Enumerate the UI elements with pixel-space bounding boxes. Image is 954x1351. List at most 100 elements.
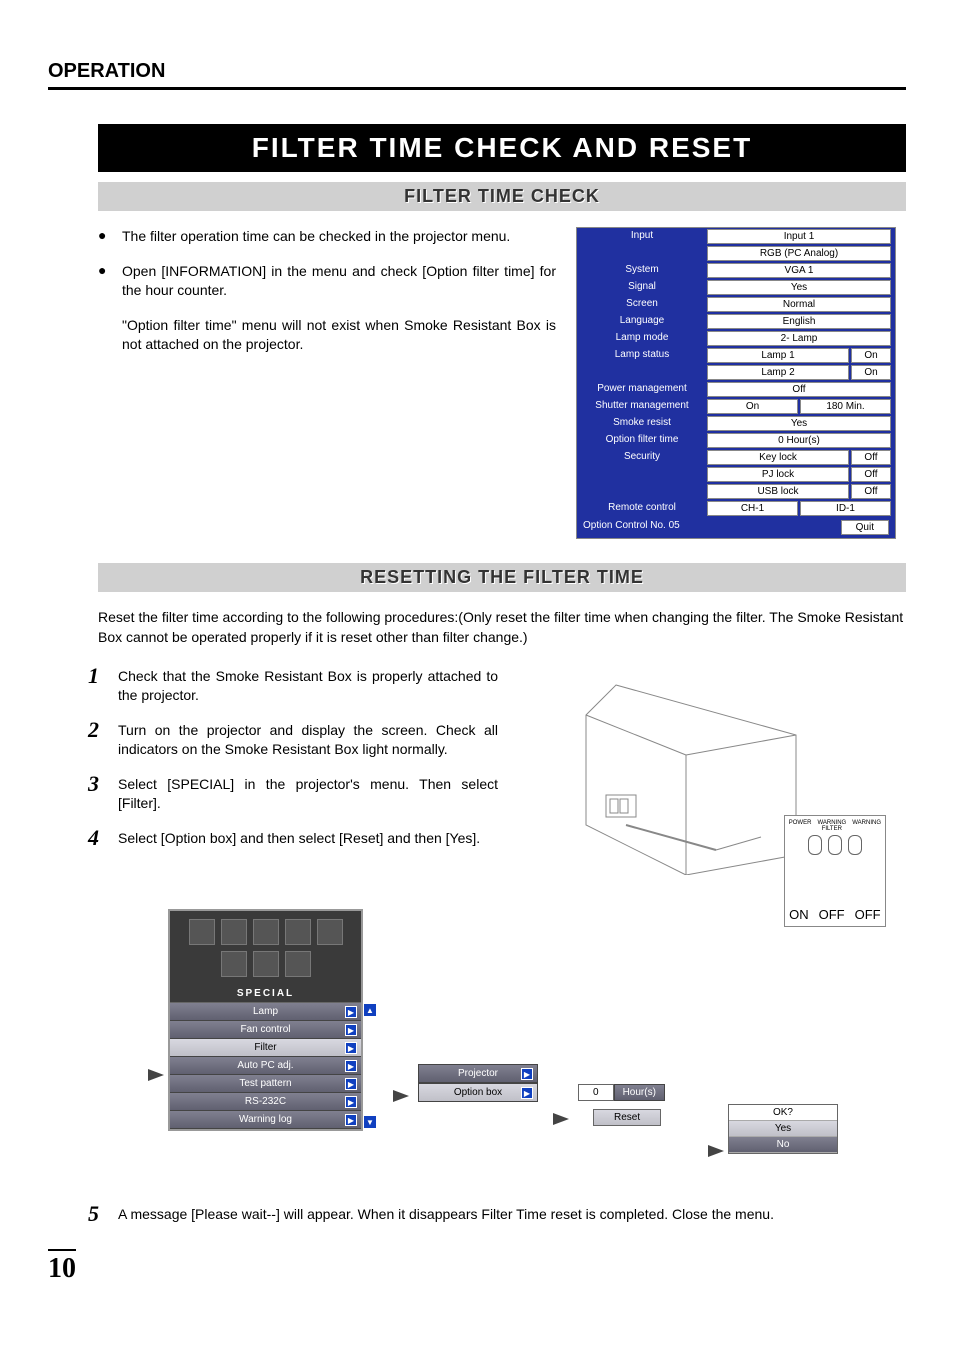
info-value: Input 1 xyxy=(707,229,891,244)
info-menu-screenshot: InputInput 1 RGB (PC Analog) SystemVGA 1… xyxy=(576,227,896,539)
check-note: "Option filter time" menu will not exist… xyxy=(122,316,556,354)
info-value: On xyxy=(707,399,798,414)
info-label: Option filter time xyxy=(577,432,707,449)
info-value: On xyxy=(851,348,891,363)
led-icon xyxy=(848,835,862,855)
special-menu: SPECIAL ▲ Lamp▶ Fan control▶ Filter▶ Aut… xyxy=(168,909,363,1131)
page-number: 10 xyxy=(48,1249,76,1285)
check-bullet-1: The filter operation time can be checked… xyxy=(122,227,556,246)
led-icon xyxy=(828,835,842,855)
step-number: 3 xyxy=(88,773,118,813)
info-label: Lamp status xyxy=(577,347,707,364)
step-4: Select [Option box] and then select [Res… xyxy=(118,827,498,849)
info-value: On xyxy=(851,365,891,380)
info-label: Language xyxy=(577,313,707,330)
menu-item[interactable]: Warning log▶ xyxy=(170,1111,361,1129)
info-value: Off xyxy=(707,382,891,397)
info-label: Signal xyxy=(577,279,707,296)
info-label: Lamp mode xyxy=(577,330,707,347)
step-3: Select [SPECIAL] in the projector's menu… xyxy=(118,773,498,813)
chevron-right-icon: ▶ xyxy=(345,1060,357,1072)
info-value: RGB (PC Analog) xyxy=(707,246,891,261)
menu-item[interactable]: Lamp▶ xyxy=(170,1003,361,1021)
menu-item[interactable]: Auto PC adj.▶ xyxy=(170,1057,361,1075)
submenu-filter: Projector▶ Option box▶ xyxy=(418,1064,538,1102)
info-value: ID-1 xyxy=(800,501,891,516)
info-value: Key lock xyxy=(707,450,849,465)
menu-item[interactable]: Fan control▶ xyxy=(170,1021,361,1039)
no-button[interactable]: No xyxy=(729,1137,837,1153)
chevron-right-icon: ▶ xyxy=(345,1042,357,1054)
step-2: Turn on the projector and display the sc… xyxy=(118,719,498,759)
menu-item[interactable]: Test pattern▶ xyxy=(170,1075,361,1093)
step-number: 2 xyxy=(88,719,118,759)
projector-outline xyxy=(566,675,806,875)
option-control-no: Option Control No. 05 xyxy=(583,520,680,535)
step-1: Check that the Smoke Resistant Box is pr… xyxy=(118,665,498,705)
flow-arrow-icon xyxy=(553,1113,569,1125)
menu-item-filter[interactable]: Filter▶ xyxy=(170,1039,361,1057)
reset-intro: Reset the filter time according to the f… xyxy=(98,608,906,647)
menu-icon xyxy=(317,919,343,945)
menu-icon xyxy=(253,919,279,945)
info-value: 0 Hour(s) xyxy=(707,433,891,448)
chevron-right-icon: ▶ xyxy=(521,1087,533,1099)
ok-label: OK? xyxy=(729,1105,837,1121)
info-value: 180 Min. xyxy=(800,399,891,414)
hours-display: 0 Hour(s) xyxy=(578,1084,665,1101)
info-value: Off xyxy=(851,484,891,499)
info-value: 2- Lamp xyxy=(707,331,891,346)
info-label: Screen xyxy=(577,296,707,313)
info-label: Power management xyxy=(577,381,707,398)
info-value: PJ lock xyxy=(707,467,849,482)
reset-button[interactable]: Reset xyxy=(593,1109,661,1126)
info-value: Yes xyxy=(707,416,891,431)
menu-item[interactable]: RS-232C▶ xyxy=(170,1093,361,1111)
chevron-right-icon: ▶ xyxy=(345,1006,357,1018)
info-value: English xyxy=(707,314,891,329)
projector-diagram: POWER WARNING FILTER WARNING ON OFF OFF xyxy=(566,665,886,915)
info-value: Yes xyxy=(707,280,891,295)
step-5: A message [Please wait--] will appear. W… xyxy=(118,1203,906,1225)
subtitle-check: FILTER TIME CHECK xyxy=(98,182,906,211)
info-label: Smoke resist xyxy=(577,415,707,432)
info-value: Lamp 1 xyxy=(707,348,849,363)
info-value: Normal xyxy=(707,297,891,312)
menu-icon xyxy=(221,919,247,945)
bullet-icon: ● xyxy=(98,262,122,300)
info-label: Remote control xyxy=(577,500,707,517)
section-header: OPERATION xyxy=(48,60,906,90)
info-label: Security xyxy=(577,449,707,466)
step-number: 5 xyxy=(88,1203,118,1225)
yes-button[interactable]: Yes xyxy=(729,1121,837,1137)
info-label: Input xyxy=(577,228,707,245)
chevron-right-icon: ▶ xyxy=(345,1096,357,1108)
submenu-item-optionbox[interactable]: Option box▶ xyxy=(418,1083,538,1102)
menu-icon xyxy=(253,951,279,977)
subtitle-reset: RESETTING THE FILTER TIME xyxy=(98,563,906,592)
confirm-dialog: OK? Yes No xyxy=(728,1104,838,1154)
quit-button[interactable]: Quit xyxy=(841,520,889,535)
hours-label: Hour(s) xyxy=(614,1084,665,1101)
chevron-right-icon: ▶ xyxy=(345,1078,357,1090)
menu-icon xyxy=(189,919,215,945)
menu-icon xyxy=(221,951,247,977)
check-bullet-2: Open [INFORMATION] in the menu and check… xyxy=(122,262,556,300)
info-value: USB lock xyxy=(707,484,849,499)
led-icon xyxy=(808,835,822,855)
menu-icon xyxy=(285,951,311,977)
info-value: CH-1 xyxy=(707,501,798,516)
scroll-down-icon[interactable]: ▼ xyxy=(363,1115,377,1129)
info-value: Off xyxy=(851,467,891,482)
special-title: SPECIAL xyxy=(170,985,361,1002)
flow-arrow-icon xyxy=(708,1145,724,1157)
chevron-right-icon: ▶ xyxy=(345,1114,357,1126)
step-number: 1 xyxy=(88,665,118,705)
info-value: Off xyxy=(851,450,891,465)
scroll-up-icon[interactable]: ▲ xyxy=(363,1003,377,1017)
info-label xyxy=(577,245,707,262)
info-label: Shutter management xyxy=(577,398,707,415)
hours-value: 0 xyxy=(578,1084,614,1101)
submenu-item[interactable]: Projector▶ xyxy=(418,1064,538,1083)
bullet-icon: ● xyxy=(98,227,122,246)
